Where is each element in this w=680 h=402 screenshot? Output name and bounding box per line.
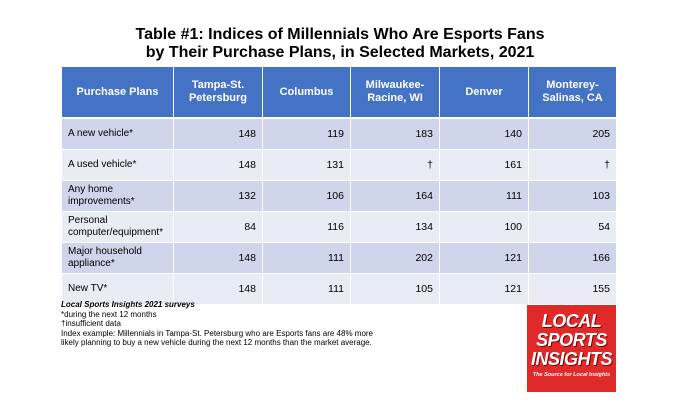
row-label: A used vehicle* bbox=[61, 149, 174, 181]
indices-table: Purchase Plans Tampa-St. Petersburg Colu… bbox=[61, 66, 617, 305]
logo-line-1: LOCAL bbox=[541, 311, 602, 331]
table-cell: 134 bbox=[350, 211, 440, 243]
table-cell: 140 bbox=[439, 117, 529, 150]
column-header: Purchase Plans bbox=[61, 66, 174, 119]
logo-tagline: The Source for Local Insights bbox=[532, 372, 611, 378]
title-line-2: by Their Purchase Plans, in Selected Mar… bbox=[145, 44, 535, 61]
footnote-dagger: †insufficient data bbox=[61, 319, 121, 328]
table-cell: 183 bbox=[350, 117, 440, 150]
table-cell: 100 bbox=[439, 211, 529, 243]
row-label: Major household appliance* bbox=[61, 242, 174, 274]
table-cell: 119 bbox=[262, 117, 351, 150]
table-cell: 106 bbox=[262, 180, 351, 212]
table-notes: Local Sports Insights 2021 surveys *duri… bbox=[61, 300, 391, 348]
table-cell: 164 bbox=[350, 180, 440, 212]
table-cell: 111 bbox=[439, 180, 529, 212]
table-row: Any home improvements* 132 106 164 111 1… bbox=[61, 180, 617, 212]
table-cell: 84 bbox=[173, 211, 263, 243]
table-cell: 111 bbox=[262, 242, 351, 274]
table-cell: 148 bbox=[173, 242, 263, 274]
table-row: A new vehicle* 148 119 183 140 205 bbox=[61, 117, 617, 150]
table-row: Major household appliance* 148 111 202 1… bbox=[61, 242, 617, 274]
table-cell: 131 bbox=[262, 149, 351, 181]
table-cell: 148 bbox=[173, 149, 263, 181]
table-cell: 202 bbox=[350, 242, 440, 274]
row-label: New TV* bbox=[61, 273, 174, 305]
logo-line-3: INSIGHTS bbox=[530, 349, 613, 369]
table-cell: 111 bbox=[262, 273, 351, 305]
table-cell: 148 bbox=[173, 117, 263, 150]
table-cell: 121 bbox=[439, 242, 529, 274]
column-header: Denver bbox=[439, 66, 529, 119]
table-cell: † bbox=[350, 149, 440, 181]
local-sports-insights-logo: LOCAL SPORTS INSIGHTS The Source for Loc… bbox=[527, 305, 616, 392]
column-header: Milwaukee-Racine, WI bbox=[350, 66, 440, 119]
row-label: Any home improvements* bbox=[61, 180, 174, 212]
table-cell: 116 bbox=[262, 211, 351, 243]
row-label: Personal computer/equipment* bbox=[61, 211, 174, 243]
table-row: Personal computer/equipment* 84 116 134 … bbox=[61, 211, 617, 243]
table-row: New TV* 148 111 105 121 155 bbox=[61, 273, 617, 305]
row-label: A new vehicle* bbox=[61, 117, 174, 150]
table-row: A used vehicle* 148 131 † 161 † bbox=[61, 149, 617, 181]
column-header: Monterey-Salinas, CA bbox=[528, 66, 617, 119]
column-header: Tampa-St. Petersburg bbox=[173, 66, 263, 119]
title-line-1: Table #1: Indices of Millennials Who Are… bbox=[135, 26, 545, 43]
table-cell: † bbox=[528, 149, 617, 181]
page-title: Table #1: Indices of Millennials Who Are… bbox=[0, 26, 680, 62]
footnote-asterisk: *during the next 12 months bbox=[61, 309, 157, 319]
table-cell: 105 bbox=[350, 273, 440, 305]
source-note: Local Sports Insights 2021 surveys bbox=[61, 300, 195, 309]
table-cell: 166 bbox=[528, 242, 617, 274]
logo-line-2: SPORTS bbox=[536, 330, 607, 350]
table-cell: 121 bbox=[439, 273, 529, 305]
table-header-row: Purchase Plans Tampa-St. Petersburg Colu… bbox=[61, 66, 617, 119]
table-cell: 54 bbox=[528, 211, 617, 243]
table-cell: 103 bbox=[528, 180, 617, 212]
table-cell: 132 bbox=[173, 180, 263, 212]
table-cell: 205 bbox=[528, 117, 617, 150]
column-header: Columbus bbox=[262, 66, 351, 119]
index-example-note: Index example: Millennials in Tampa-St. … bbox=[61, 328, 374, 348]
table-cell: 161 bbox=[439, 149, 529, 181]
table-cell: 155 bbox=[528, 273, 617, 305]
